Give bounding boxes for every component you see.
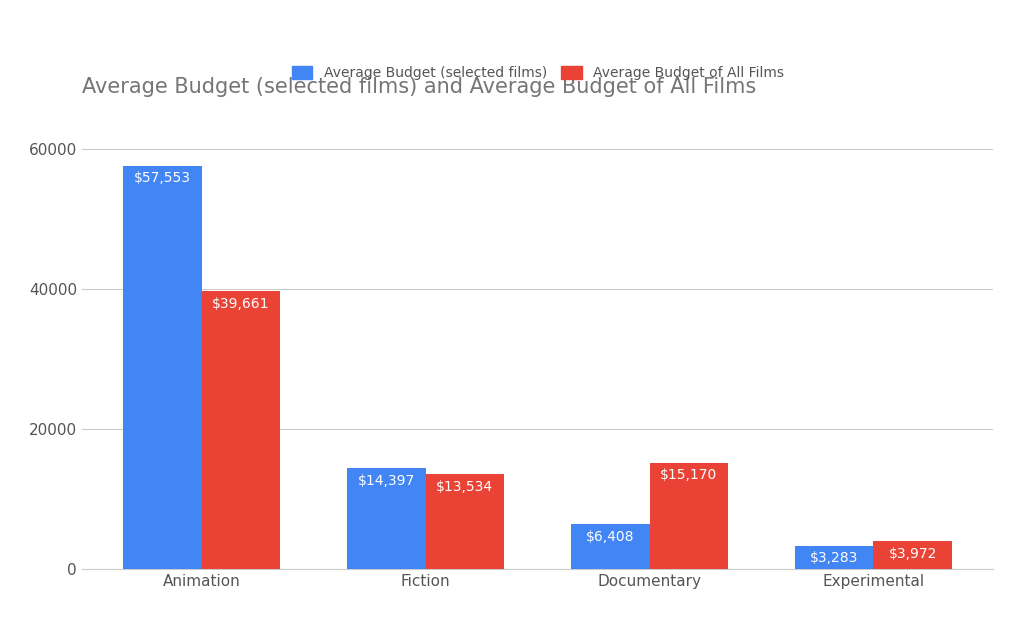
Text: $14,397: $14,397 [357,473,415,488]
Bar [347,468,426,569]
Text: $57,553: $57,553 [134,171,191,186]
Bar [426,474,504,569]
Text: Average Budget (selected films) and Average Budget of All Films: Average Budget (selected films) and Aver… [82,77,756,97]
Legend: Average Budget (selected films), Average Budget of All Films: Average Budget (selected films), Average… [292,66,783,80]
Text: $6,408: $6,408 [586,530,635,544]
Bar [873,541,952,569]
Bar [571,524,649,569]
Bar [123,166,202,569]
Text: $15,170: $15,170 [660,468,718,482]
Text: $39,661: $39,661 [212,297,269,311]
Bar [649,463,728,569]
Text: $3,972: $3,972 [889,547,937,561]
Bar [795,546,873,569]
Text: $3,283: $3,283 [810,551,858,566]
Text: $13,534: $13,534 [436,480,494,494]
Bar [202,291,281,569]
